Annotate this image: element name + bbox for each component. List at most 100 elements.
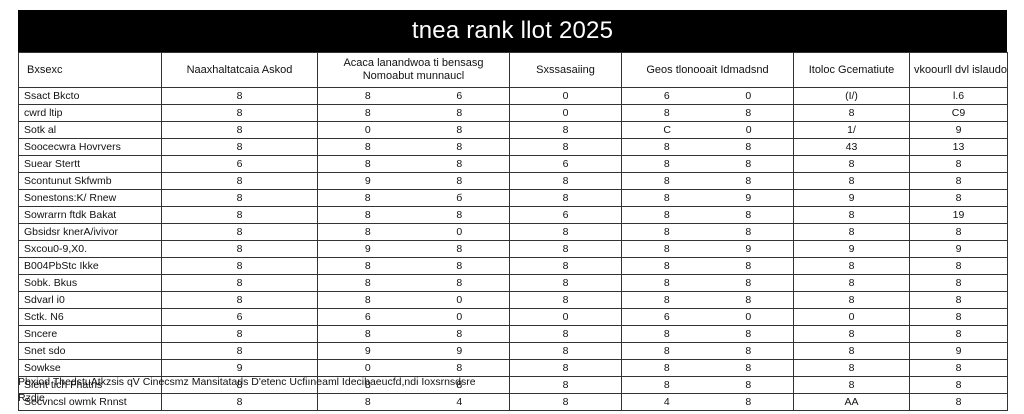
table-cell-value: 8 xyxy=(364,157,371,170)
table-cell-value: 8 xyxy=(364,276,371,289)
table-cell-value: 4 xyxy=(456,395,463,408)
table-cell: 0 xyxy=(509,87,622,105)
table-cell: Sctk. N6 xyxy=(18,308,162,326)
table-cell-value: 8 xyxy=(745,395,752,408)
table-cell-value: 8 xyxy=(456,208,463,221)
table-cell: 8 xyxy=(161,138,318,156)
table-cell-value: 0 xyxy=(456,293,463,306)
table-cell: 8 xyxy=(509,240,622,258)
table-cell: 8 xyxy=(909,291,1008,309)
table-cell-value: 8 xyxy=(663,225,670,238)
table-cell: 0 xyxy=(509,308,622,326)
table-cell: Scontunut Skfwmb xyxy=(18,172,162,190)
table-cell: Sotk al xyxy=(18,121,162,139)
table-cell-value: 8 xyxy=(663,106,670,119)
table-cell: 8 xyxy=(509,291,622,309)
table-cell-value: 8 xyxy=(663,361,670,374)
table-row: Sctk. N6 6 6 0 0 6 0 0 8 xyxy=(18,308,1008,326)
table-cell: 8 xyxy=(161,104,318,122)
table-cell: 8 xyxy=(161,257,318,275)
table-cell-value: 8 xyxy=(364,378,371,391)
rank-table: Bxsexc Naaxhaltatcaia Askod Acaca lanand… xyxy=(18,52,1008,411)
column-header: Itoloc Gcematiute xyxy=(793,52,910,88)
table-cell: 8 xyxy=(161,206,318,224)
table-cell: Sobk. Bkus xyxy=(18,274,162,292)
table-cell: 8 xyxy=(909,223,1008,241)
table-cell: 8 xyxy=(793,376,910,394)
table-cell: 8 xyxy=(161,393,318,411)
table-row: Sdvarl i0 8 8 0 8 8 8 8 8 xyxy=(18,291,1008,309)
table-cell-value: 9 xyxy=(456,344,463,357)
table-cell: 8 xyxy=(161,223,318,241)
table-cell-value: 8 xyxy=(364,259,371,272)
table-cell-value: 8 xyxy=(364,293,371,306)
table-row: Sotk al 8 0 8 8 C 0 1/9 xyxy=(18,121,1008,139)
table-cell-value: 0 xyxy=(364,361,371,374)
table-cell-value: 8 xyxy=(663,140,670,153)
table-cell: 8 xyxy=(909,172,1008,190)
table-cell: 8 xyxy=(793,342,910,360)
table-cell: 8 xyxy=(161,172,318,190)
table-cell: 8 xyxy=(909,393,1008,411)
table-cell-value: 4 xyxy=(663,395,670,408)
table-cell: Sowrarrn ftdk Bakat xyxy=(18,206,162,224)
table-cell-value: 6 xyxy=(663,89,670,102)
table-cell: 8 xyxy=(909,359,1008,377)
table-cell: 8 xyxy=(793,172,910,190)
table-cell-value: 8 xyxy=(745,106,752,119)
table-cell: 9 xyxy=(793,240,910,258)
table-cell-value: C xyxy=(663,123,671,136)
table-cell: 6 xyxy=(161,155,318,173)
table-cell: Sonestons:K/ Rnew xyxy=(18,189,162,207)
table-cell-value: 8 xyxy=(364,225,371,238)
table-cell-value: 8 xyxy=(745,276,752,289)
table-cell: 9 xyxy=(909,121,1008,139)
table-cell-value: 8 xyxy=(745,378,752,391)
table-cell: 8 xyxy=(161,274,318,292)
table-cell: 8 xyxy=(509,189,622,207)
table-cell-value: 0 xyxy=(745,89,752,102)
table-cell: 8 xyxy=(161,325,318,343)
table-cell: 8 xyxy=(161,291,318,309)
table-cell-value: 8 xyxy=(663,344,670,357)
table-cell-value: 0 xyxy=(745,310,752,323)
table-cell-value: 6 xyxy=(456,89,463,102)
table-cell-value: 8 xyxy=(456,276,463,289)
table-cell-value: 8 xyxy=(745,344,752,357)
table-cell: 43 xyxy=(793,138,910,156)
table-cell: 8 xyxy=(161,87,318,105)
table-cell: 8 xyxy=(509,138,622,156)
column-header: Acaca lanandwoa ti bensasg Nomoabut munn… xyxy=(317,52,510,88)
table-body: Ssact Bkcto 8 8 6 0 6 0 (І/) l.6 сwrd ltip 8 8 8 0 8 8 8… xyxy=(18,87,1008,411)
table-cell-value: 9 xyxy=(745,191,752,204)
table-cell: Snet sdo xyxy=(18,342,162,360)
table-cell: 8 xyxy=(909,308,1008,326)
column-header: vkoourll dvl islaudoza xyxy=(909,52,1008,88)
table-cell-value: 8 xyxy=(745,174,752,187)
table-cell: C9 xyxy=(909,104,1008,122)
table-cell: 0 xyxy=(793,308,910,326)
table-row: Scontunut Skfwmb 8 9 8 8 8 8 8 8 xyxy=(18,172,1008,190)
table-cell: 0 xyxy=(509,104,622,122)
table-row: Sowrarrn ftdk Bakat 8 8 8 6 8 8 8 19 xyxy=(18,206,1008,224)
table-cell: 9 xyxy=(909,342,1008,360)
table-cell: 8 xyxy=(793,325,910,343)
table-cell-value: 8 xyxy=(364,106,371,119)
